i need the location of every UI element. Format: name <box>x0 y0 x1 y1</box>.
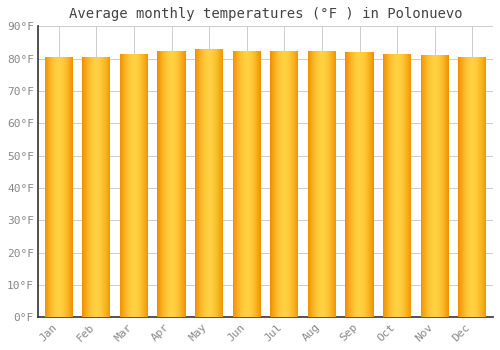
Bar <box>383 54 384 317</box>
Bar <box>410 54 412 317</box>
Bar <box>448 55 449 317</box>
Bar <box>420 55 421 317</box>
Bar <box>44 57 46 317</box>
Bar <box>458 57 459 317</box>
Title: Average monthly temperatures (°F ) in Polonuevo: Average monthly temperatures (°F ) in Po… <box>69 7 462 21</box>
Bar <box>260 50 261 317</box>
Bar <box>82 57 83 317</box>
Bar <box>195 49 196 317</box>
Bar <box>232 50 233 317</box>
Bar <box>373 52 374 317</box>
Bar <box>185 50 186 317</box>
Bar <box>270 50 271 317</box>
Bar <box>72 57 73 317</box>
Bar <box>222 49 224 317</box>
